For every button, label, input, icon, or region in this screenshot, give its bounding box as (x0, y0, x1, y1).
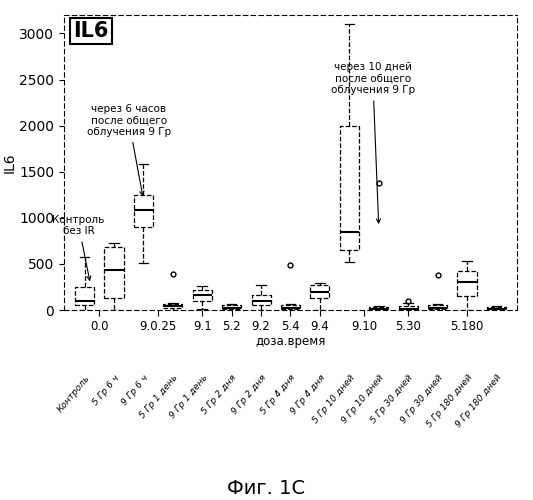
Y-axis label: IL6: IL6 (2, 152, 17, 173)
Text: Контроль
без IR: Контроль без IR (52, 215, 105, 280)
Text: через 10 дней
после общего
облучения 9 Гр: через 10 дней после общего облучения 9 Г… (331, 62, 415, 223)
Text: IL6: IL6 (73, 21, 108, 41)
Text: Фиг. 1С: Фиг. 1С (228, 478, 305, 498)
Text: через 6 часов
после общего
облучения 9 Гр: через 6 часов после общего облучения 9 Г… (87, 104, 171, 196)
X-axis label: доза.время: доза.время (255, 335, 326, 348)
